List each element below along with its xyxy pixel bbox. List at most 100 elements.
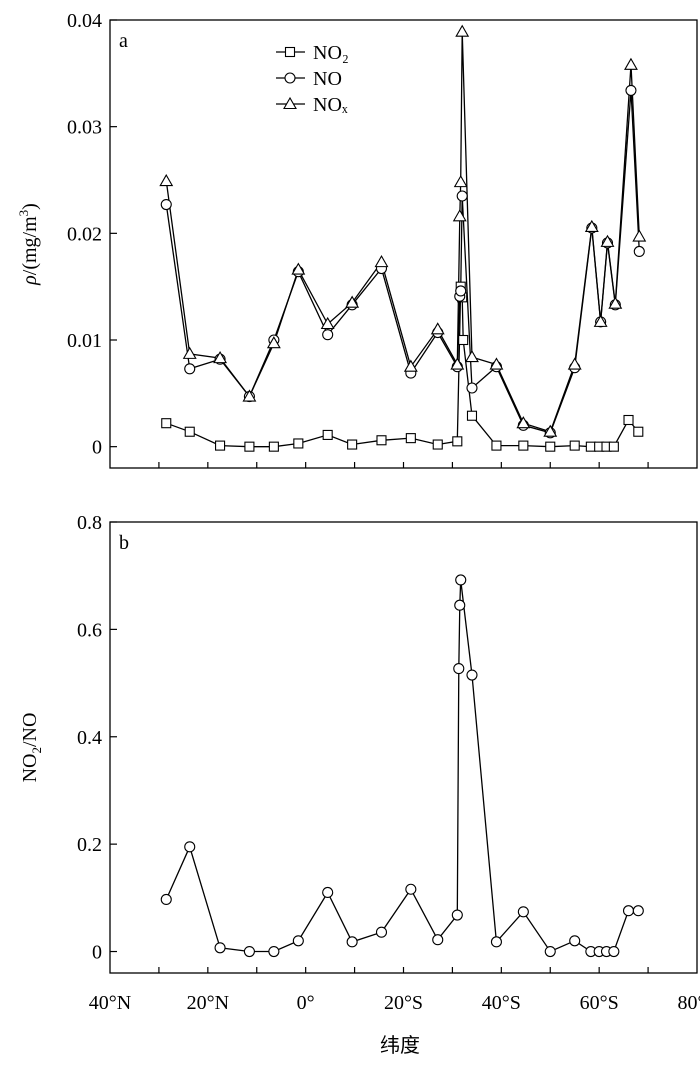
data-point-square	[347, 439, 358, 450]
data-point-square	[376, 435, 387, 446]
data-point-circle	[466, 669, 478, 681]
data-point-circle	[517, 906, 529, 918]
data-point-triangle	[159, 173, 174, 187]
data-point-circle	[184, 363, 196, 375]
data-point-triangle	[213, 351, 228, 364]
data-point-circle	[569, 935, 581, 947]
y-tick-label: 0	[92, 942, 102, 964]
panel-label: b	[119, 532, 129, 554]
data-point-circle	[432, 934, 444, 946]
data-point-square	[432, 439, 443, 450]
data-point-circle	[214, 942, 226, 954]
data-point-circle	[544, 945, 556, 958]
y-tick-label: 0.8	[77, 512, 102, 534]
y-tick-label: 0.2	[77, 834, 102, 856]
data-point-triangle	[516, 416, 531, 429]
data-point-triangle	[450, 357, 465, 370]
data-point-triangle	[455, 24, 470, 37]
data-point-square	[633, 426, 644, 437]
data-point-circle	[346, 936, 358, 948]
data-point-triangle	[567, 357, 582, 370]
data-point-square	[585, 441, 596, 452]
data-point-triangle	[345, 295, 360, 308]
y-tick-label: 0.6	[77, 619, 102, 641]
data-point-triangle	[182, 346, 197, 359]
y-axis-title: ρ/(mg/m3)	[16, 203, 41, 286]
y-tick-label: 0.04	[67, 10, 102, 32]
series-line-square	[166, 286, 639, 448]
legend-marker-square	[284, 46, 296, 58]
data-point-triangle	[452, 209, 467, 222]
x-tick-label: 40°S	[482, 992, 521, 1014]
data-point-triangle	[543, 424, 558, 437]
data-point-triangle	[584, 219, 599, 232]
data-point-circle	[451, 909, 463, 921]
legend-entry: NO	[313, 68, 342, 90]
data-point-circle	[292, 935, 304, 947]
data-point-triangle	[600, 234, 615, 247]
x-tick-label: 0°	[297, 992, 315, 1014]
x-tick-label: 60°S	[580, 992, 619, 1014]
data-point-circle	[490, 936, 502, 948]
data-point-circle	[633, 245, 645, 258]
data-point-triangle	[465, 349, 479, 363]
series-line-triangle	[165, 31, 640, 433]
legend-marker-triangle	[283, 96, 297, 110]
data-point-circle	[375, 926, 388, 938]
legend-entry: NO₂	[313, 42, 349, 64]
data-point-triangle	[242, 389, 257, 402]
panel-label: a	[119, 30, 128, 52]
x-tick-label: 40°N	[89, 992, 131, 1014]
x-tick-label: 20°S	[384, 992, 423, 1014]
data-point-circle	[268, 945, 280, 958]
data-point-square	[518, 440, 529, 451]
data-point-circle	[608, 945, 620, 958]
series-line-circle	[165, 579, 639, 953]
data-point-triangle	[320, 316, 335, 330]
panel-b: 0 0.2 0.4 0.6 0.8 40°N 20°N 0° 20°S 40°S 60°S 80°S N…	[19, 512, 700, 1014]
data-point-square	[268, 441, 279, 452]
x-axis-title: 纬度	[380, 1033, 420, 1057]
data-point-triangle	[608, 296, 623, 309]
data-point-circle	[456, 190, 468, 202]
data-point-square	[491, 440, 502, 451]
data-point-square	[244, 441, 255, 452]
data-point-triangle	[489, 357, 504, 370]
data-point-triangle	[632, 229, 647, 242]
data-point-circle	[405, 883, 417, 895]
data-point-triangle	[291, 262, 306, 275]
y-tick-label: 0.01	[67, 330, 102, 352]
data-point-square	[184, 426, 195, 437]
data-point-square	[569, 440, 580, 451]
y-tick-label: 0.03	[67, 117, 102, 139]
data-point-square	[215, 440, 226, 451]
data-point-triangle	[430, 322, 445, 335]
data-point-square	[623, 414, 634, 426]
data-point-triangle	[453, 175, 468, 188]
data-point-square	[452, 436, 463, 447]
y-axis-title: NO2/NO	[19, 713, 44, 783]
data-point-square	[161, 418, 172, 429]
plot-frame	[109, 521, 698, 974]
y-tick-label: 0.02	[67, 223, 102, 245]
data-point-circle	[622, 905, 635, 917]
legend-marker-circle	[284, 72, 296, 84]
data-point-triangle	[624, 57, 638, 70]
panel-a: 0 0.01 0.02 0.03 0.04 ρ/(mg/m3) a NO₂ NO NOₓ	[16, 10, 698, 469]
y-tick-label: 0	[92, 437, 102, 459]
data-point-circle	[632, 905, 644, 917]
data-point-circle	[322, 329, 334, 341]
data-point-square	[466, 410, 478, 421]
data-point-circle	[243, 945, 255, 958]
data-point-square	[458, 334, 469, 346]
data-point-circle	[466, 382, 478, 394]
data-point-triangle	[593, 314, 608, 327]
data-point-circle	[625, 84, 637, 96]
data-point-square	[608, 441, 619, 452]
y-tick-label: 0.4	[77, 727, 102, 749]
data-point-circle	[455, 285, 467, 297]
data-point-triangle	[374, 255, 389, 268]
data-point-circle	[454, 599, 466, 611]
data-point-circle	[455, 574, 467, 586]
